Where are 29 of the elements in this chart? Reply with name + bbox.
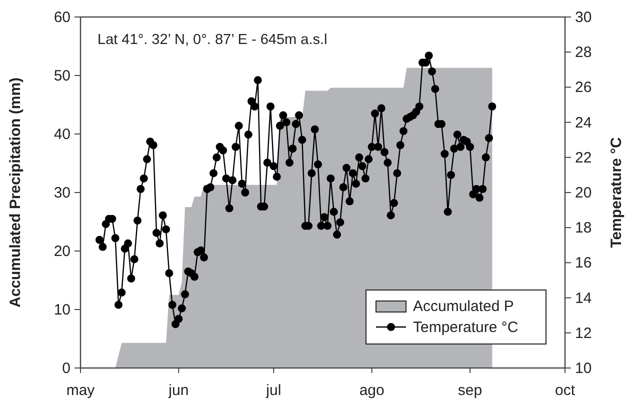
- y-tick-label: 50: [54, 68, 70, 84]
- y-tick-label: 60: [54, 9, 70, 26]
- y-tick-label: 30: [54, 184, 70, 202]
- x-tick-label: ago: [359, 382, 384, 399]
- y2-tick-label: 16: [575, 254, 592, 272]
- y2-tick-label: 10: [575, 360, 592, 377]
- y2-tick-label: 18: [575, 220, 592, 237]
- y2-tick-label: 24: [575, 114, 592, 132]
- y-tick-label: 10: [54, 302, 70, 318]
- y2-tick-label: 14: [575, 290, 592, 307]
- y2-axis-title: Temperature °C: [608, 136, 625, 248]
- y2-tick-label: 20: [575, 184, 592, 202]
- y2-tick-label: 12: [575, 324, 592, 342]
- legend-label: Temperature °C: [413, 319, 518, 336]
- x-tick-label: sep: [458, 382, 482, 399]
- y2-tick-label: 26: [575, 79, 592, 96]
- x-tick-label: jun: [168, 382, 189, 399]
- y-axis-title: Accumulated Precipitation (mm): [7, 77, 24, 308]
- y-tick-label: 0: [62, 360, 70, 377]
- legend-label: Accumulated P: [413, 298, 514, 315]
- y2-tick-label: 22: [575, 149, 592, 166]
- x-tick-label: jul: [265, 382, 282, 399]
- y2-tick-label: 30: [575, 9, 592, 26]
- y2-tick-label: 28: [575, 44, 592, 62]
- x-tick-label: may: [66, 382, 96, 399]
- annotation: Lat 41°. 32’ N, 0°. 87’ E - 645m a.s.l: [98, 32, 328, 48]
- y-tick-label: 20: [54, 243, 70, 260]
- x-tick-label: oct: [554, 382, 576, 399]
- y-tick-label: 40: [54, 126, 70, 143]
